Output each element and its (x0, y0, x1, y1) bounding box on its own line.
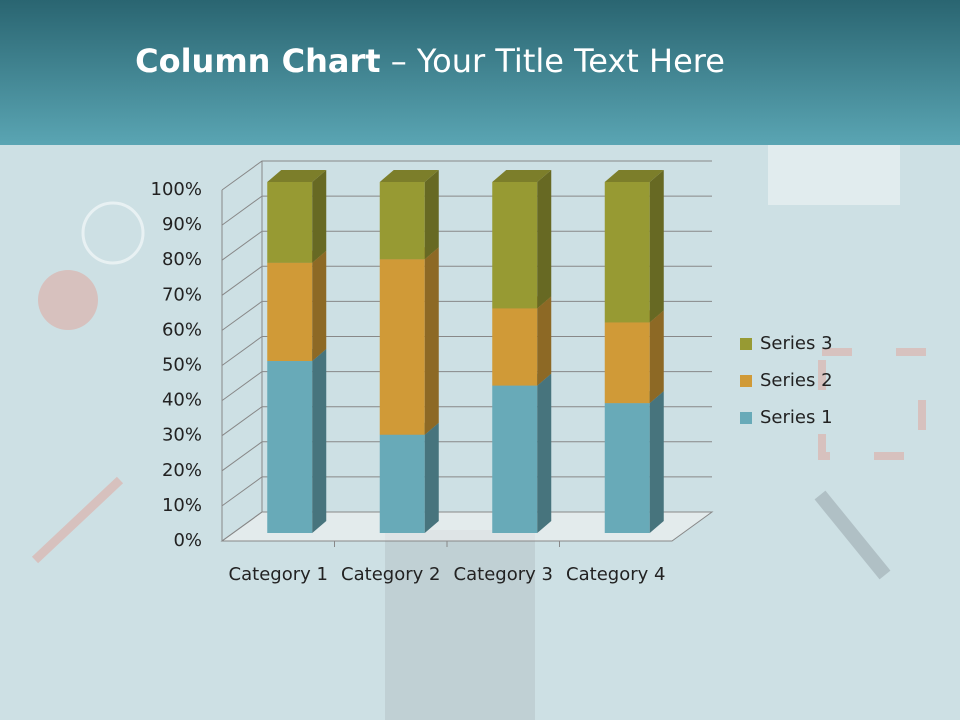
grid-line (221, 300, 712, 331)
y-tick-label: 10% (162, 495, 202, 516)
grid-line (221, 195, 712, 226)
bar-side (312, 250, 327, 362)
legend-label: Series 2 (760, 370, 833, 391)
bar-front (492, 182, 538, 309)
title-rest: – Your Title Text Here (390, 42, 725, 80)
bar-top (492, 170, 552, 182)
bar-side (649, 170, 664, 323)
bar-front (267, 262, 313, 362)
bar-front (379, 259, 425, 435)
bar-side (537, 373, 552, 533)
grid-line (221, 406, 712, 437)
bar-front (267, 361, 313, 533)
bar-top (379, 170, 439, 182)
legend-label: Series 1 (760, 407, 833, 428)
grid-line (221, 265, 712, 296)
grid-line (221, 160, 712, 191)
bar-front (492, 385, 538, 533)
bar-top (604, 170, 664, 182)
legend-swatch (740, 338, 752, 350)
bar-side (312, 170, 327, 263)
legend-swatch (740, 412, 752, 424)
bar-side (537, 170, 552, 309)
y-tick-label: 70% (162, 284, 202, 305)
legend-swatch (740, 375, 752, 387)
bar-front (379, 434, 425, 533)
grid-line (221, 371, 712, 402)
bar-segment (267, 170, 327, 263)
y-tick-label: 30% (162, 425, 202, 446)
y-tick-label: 80% (162, 249, 202, 270)
bar-front (267, 182, 313, 263)
y-tick-label: 90% (162, 214, 202, 235)
bar-side (649, 310, 664, 404)
bar-segment (379, 170, 439, 260)
bar-front (604, 182, 650, 323)
bar-side (424, 422, 439, 533)
bar-segment (492, 296, 552, 386)
x-tick-label: Category 3 (453, 564, 553, 585)
grid-line (221, 511, 712, 542)
bar-segment (267, 349, 327, 533)
bar-segment (267, 250, 327, 362)
bar-front (379, 182, 425, 260)
bar-segment (604, 391, 664, 533)
bar-segment (492, 373, 552, 533)
grid-line (221, 476, 712, 507)
grid-line (221, 230, 712, 261)
y-tick-label: 100% (151, 179, 202, 200)
x-tick-label: Category 4 (566, 564, 666, 585)
y-tick-label: 0% (173, 530, 202, 551)
bar-front (604, 322, 650, 404)
bar-segment (604, 170, 664, 323)
bar-side (424, 247, 439, 435)
bar-front (492, 308, 538, 386)
x-tick-label: Category 1 (228, 564, 328, 585)
header-band (0, 0, 960, 145)
bar-segment (379, 247, 439, 435)
bar-front (604, 403, 650, 533)
y-tick-label: 20% (162, 460, 202, 481)
bar-side (649, 391, 664, 533)
y-tick-label: 50% (162, 355, 202, 376)
legend-label: Series 3 (760, 333, 833, 354)
bar-side (537, 296, 552, 386)
grid-line (221, 336, 712, 366)
bar-side (424, 170, 439, 260)
bar-side (312, 349, 327, 533)
decoration (31, 145, 926, 720)
y-tick-label: 40% (162, 390, 202, 411)
grid-line (221, 441, 712, 472)
x-tick-label: Category 2 (341, 564, 441, 585)
bar-top (267, 170, 327, 182)
chart-title: Column Chart – Your Title Text Here (0, 42, 960, 80)
bar-segment (379, 422, 439, 533)
y-tick-label: 60% (162, 319, 202, 340)
title-bold: Column Chart (135, 42, 381, 80)
bar-segment (492, 170, 552, 309)
bar-segment (604, 310, 664, 404)
